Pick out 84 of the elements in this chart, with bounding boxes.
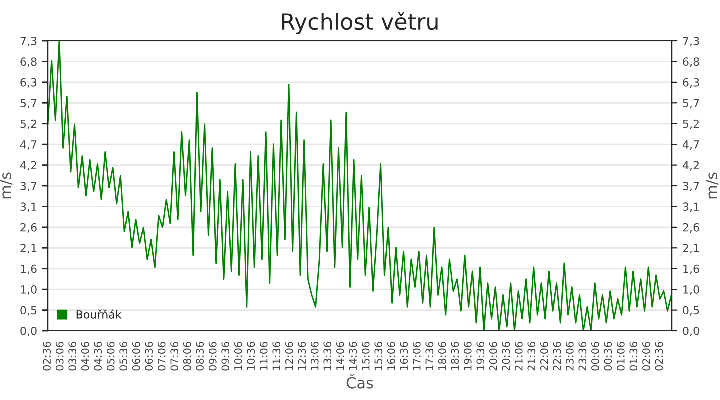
x-tick-label: 17:36 xyxy=(426,342,434,370)
y-tick-label: 0,0 xyxy=(20,326,37,337)
y2-tick-label: 1,6 xyxy=(684,264,700,274)
x-tick-label: 11:36 xyxy=(272,342,281,370)
x-tick-label: 02:36 xyxy=(43,342,52,371)
x-tick-label: 22:36 xyxy=(553,342,562,371)
x-axis-title: Čas xyxy=(346,374,374,389)
y2-axis-title: m/s xyxy=(706,172,719,199)
x-tick-label: 19:36 xyxy=(476,342,485,370)
y2-tick-label: 5,7 xyxy=(683,99,700,109)
x-tick-label: 05:06 xyxy=(106,342,115,371)
x-tick-label: 03:06 xyxy=(56,342,64,371)
x-tick-label: 00:36 xyxy=(604,342,612,371)
y2-tick-label: 5,2 xyxy=(683,120,699,130)
y-tick-label: 4,2 xyxy=(20,161,36,171)
x-tick-label: 23:36 xyxy=(578,342,587,371)
x-tick-label: 02:06 xyxy=(642,342,650,371)
x-tick-label: 20:36 xyxy=(502,342,510,371)
x-tick-label: 21:06 xyxy=(514,342,523,371)
x-tick-label: 06:06 xyxy=(132,342,140,371)
x-tick-label: 13:06 xyxy=(310,342,319,370)
y2-tick-label: 0,5 xyxy=(683,306,700,316)
y-tick-label: 3,7 xyxy=(20,182,37,192)
y-tick-label: 2,6 xyxy=(20,223,37,233)
x-tick-label: 06:36 xyxy=(145,342,154,371)
chart-title: Rychlost větru xyxy=(282,12,438,35)
legend-label: Bouřňák xyxy=(76,310,122,319)
x-tick-label: 12:06 xyxy=(285,342,294,370)
x-tick-label: 21:36 xyxy=(528,342,536,371)
y2-tick-label: 7,3 xyxy=(683,36,700,47)
x-tick-label: 01:06 xyxy=(616,342,625,371)
y-tick-label: 6,3 xyxy=(20,78,37,88)
x-tick-label: 07:36 xyxy=(170,342,179,371)
x-tick-label: 14:06 xyxy=(336,342,344,370)
x-tick-label: 04:06 xyxy=(81,342,90,371)
x-tick-label: 10:06 xyxy=(234,342,242,370)
x-tick-label: 02:36 xyxy=(655,342,664,371)
y-tick-label: 3,1 xyxy=(20,202,37,212)
y2-tick-label: 6,8 xyxy=(683,58,700,68)
x-tick-label: 15:36 xyxy=(374,342,383,370)
x-tick-label: 08:36 xyxy=(196,342,204,371)
y-tick-label: 5,7 xyxy=(20,99,37,109)
x-tick-label: 07:06 xyxy=(158,342,166,371)
x-tick-label: 18:06 xyxy=(438,342,446,370)
y-tick-label: 5,2 xyxy=(20,120,36,130)
x-tick-label: 20:06 xyxy=(489,342,498,371)
y2-tick-label: 2,1 xyxy=(683,244,700,254)
x-tick-label: 17:06 xyxy=(412,342,421,370)
x-tick-label: 09:06 xyxy=(208,342,217,371)
x-tick-label: 18:36 xyxy=(451,342,460,370)
x-tick-label: 19:06 xyxy=(464,342,472,370)
x-tick-label: 13:36 xyxy=(324,342,332,370)
y2-tick-label: 0,0 xyxy=(683,326,700,337)
x-tick-label: 09:36 xyxy=(222,342,230,371)
y-tick-label: 1,6 xyxy=(21,264,37,274)
y-tick-label: 0,5 xyxy=(20,306,37,316)
x-tick-label: 08:06 xyxy=(183,342,192,371)
y-tick-label: 1,0 xyxy=(21,286,37,296)
y2-tick-label: 3,7 xyxy=(683,182,700,192)
x-tick-label: 04:36 xyxy=(94,342,102,371)
y-axis-title: m/s xyxy=(0,172,13,199)
x-tick-label: 14:36 xyxy=(349,342,358,370)
y-tick-label: 4,7 xyxy=(20,140,37,150)
y2-tick-label: 2,6 xyxy=(683,223,700,233)
y2-tick-label: 6,3 xyxy=(683,78,700,88)
x-tick-label: 23:06 xyxy=(566,342,574,371)
y-tick-label: 2,1 xyxy=(20,244,37,254)
y2-tick-label: 3,1 xyxy=(683,202,700,212)
y2-tick-label: 1,0 xyxy=(684,286,700,296)
x-tick-label: 15:06 xyxy=(362,342,370,370)
x-tick-label: 16:36 xyxy=(400,342,408,370)
x-tick-label: 01:36 xyxy=(630,342,638,371)
x-tick-label: 10:36 xyxy=(247,342,256,370)
x-tick-label: 05:36 xyxy=(120,342,128,371)
x-tick-label: 22:06 xyxy=(540,342,548,371)
y2-tick-label: 4,2 xyxy=(682,161,699,171)
x-tick-label: 16:06 xyxy=(387,342,396,370)
y-tick-label: 7,3 xyxy=(20,36,37,47)
x-tick-label: 12:36 xyxy=(298,342,306,370)
x-tick-label: 00:06 xyxy=(591,342,600,371)
y-tick-label: 6,8 xyxy=(20,58,37,68)
y2-tick-label: 4,7 xyxy=(682,140,700,150)
x-tick-label: 11:06 xyxy=(260,342,268,370)
x-tick-label: 03:36 xyxy=(68,342,77,371)
